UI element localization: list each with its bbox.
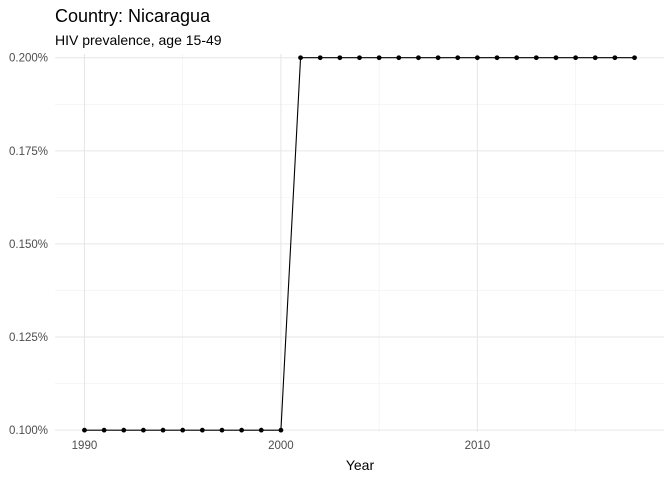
data-point (239, 427, 245, 433)
chart-title: Country: Nicaragua (55, 6, 211, 26)
y-tick-label: 0.175% (9, 146, 48, 158)
data-point (376, 55, 382, 61)
data-point (553, 55, 559, 61)
data-point (278, 427, 284, 433)
grid-major (55, 54, 664, 432)
x-tick-label: 2010 (465, 440, 491, 452)
data-point (199, 427, 205, 433)
y-tick-labels: 0.100% 0.125% 0.150% 0.175% 0.200% (9, 53, 48, 437)
x-tick-label: 2000 (268, 440, 294, 452)
data-point (435, 55, 441, 61)
data-point (180, 427, 186, 433)
data-point (416, 55, 421, 61)
data-point (494, 55, 500, 61)
y-tick-label: 0.100% (9, 425, 48, 437)
data-point (121, 427, 127, 433)
y-tick-label: 0.200% (9, 53, 48, 65)
data-point (396, 55, 402, 61)
x-tick-label: 1990 (72, 440, 98, 452)
data-point (357, 55, 362, 61)
x-axis-title: Year (346, 457, 375, 473)
data-point (141, 427, 146, 433)
y-tick-label: 0.150% (9, 239, 48, 251)
data-point (474, 55, 480, 61)
data-point (455, 55, 461, 61)
data-point (573, 55, 578, 61)
data-point (298, 55, 303, 61)
data-point (317, 55, 323, 61)
data-point (82, 427, 87, 433)
data-point (101, 427, 107, 433)
data-point (219, 427, 225, 433)
data-point (533, 55, 539, 61)
data-points (82, 55, 637, 433)
data-point (612, 55, 618, 61)
data-point (258, 427, 264, 433)
data-point (592, 55, 598, 61)
data-point (160, 427, 166, 433)
x-tick-labels: 1990 2000 2010 (72, 440, 490, 452)
chart-subtitle: HIV prevalence, age 15-49 (55, 32, 222, 48)
data-point (514, 55, 520, 61)
y-tick-label: 0.125% (9, 332, 48, 344)
data-point (337, 55, 343, 61)
grid-minor (55, 54, 664, 432)
data-point (632, 55, 637, 61)
